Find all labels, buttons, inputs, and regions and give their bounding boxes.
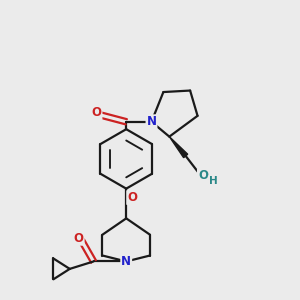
Text: O: O bbox=[92, 106, 101, 119]
Text: O: O bbox=[127, 191, 137, 204]
Text: O: O bbox=[198, 169, 208, 182]
Polygon shape bbox=[169, 136, 188, 158]
Text: N: N bbox=[146, 115, 157, 128]
Text: H: H bbox=[208, 176, 217, 186]
Text: O: O bbox=[74, 232, 84, 245]
Text: N: N bbox=[121, 255, 131, 268]
